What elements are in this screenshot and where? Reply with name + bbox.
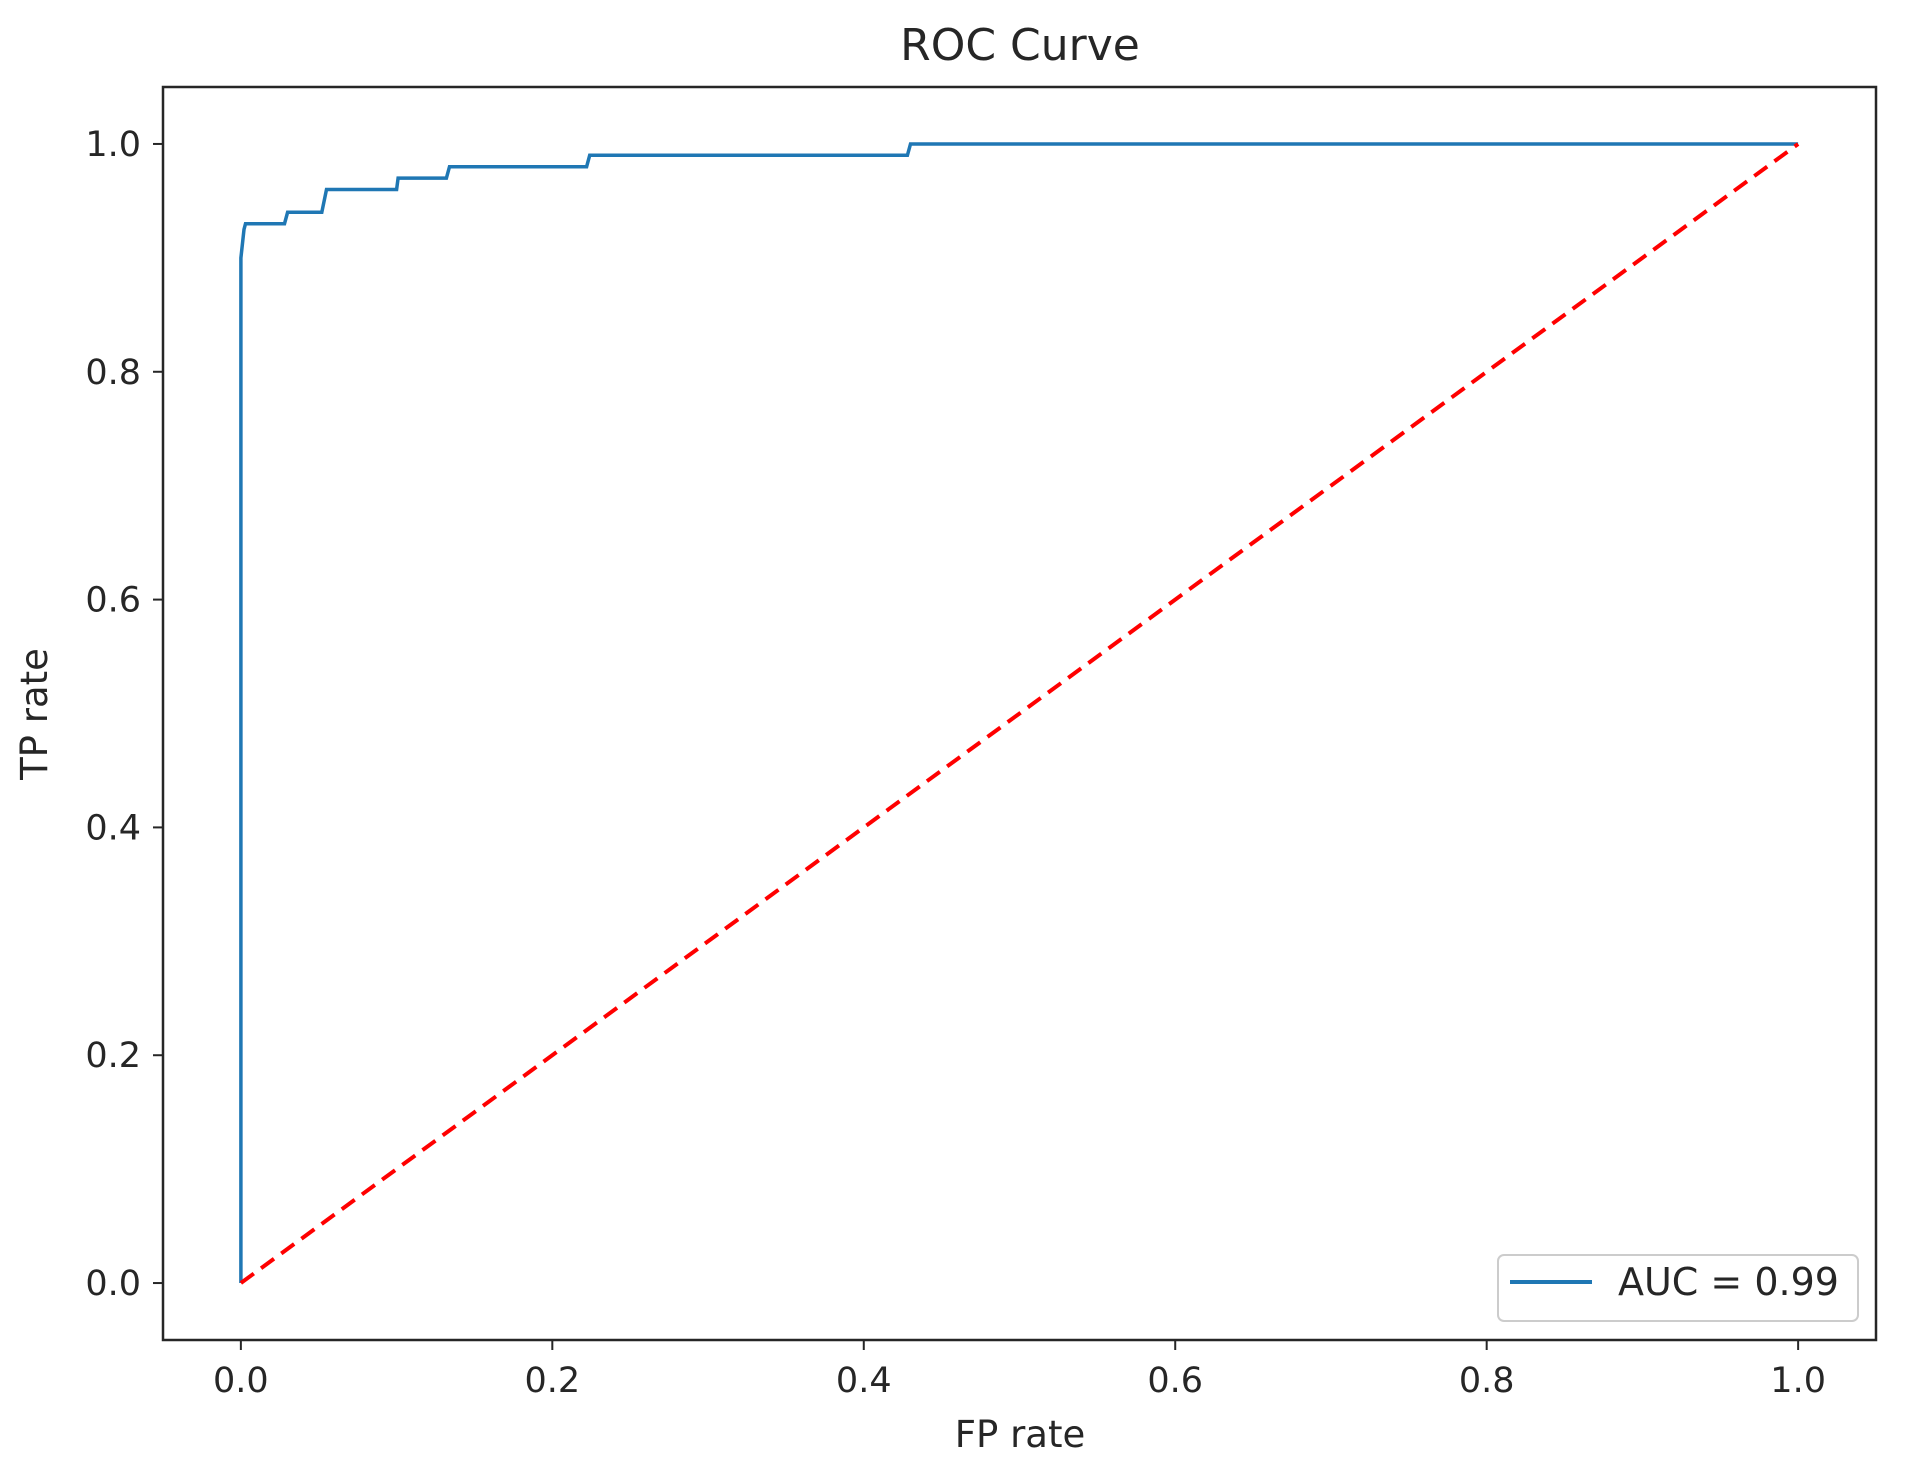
y-tick-label: 0.8 bbox=[85, 353, 141, 393]
legend: AUC = 0.99 bbox=[1497, 1254, 1859, 1322]
y-axis-ticks: 0.0 0.2 0.4 0.6 0.8 1.0 bbox=[85, 125, 163, 1304]
x-axis-ticks: 0.0 0.2 0.4 0.6 0.8 1.0 bbox=[213, 1340, 1826, 1401]
y-axis-label: TP rate bbox=[13, 648, 56, 781]
roc-curve-line bbox=[239, 142, 1799, 1283]
legend-box bbox=[1497, 1254, 1859, 1322]
x-tick-label: 0.4 bbox=[836, 1361, 892, 1401]
x-tick-label: 1.0 bbox=[1770, 1361, 1826, 1401]
series-layer bbox=[239, 142, 1800, 1285]
plot-area-frame bbox=[161, 85, 1878, 1342]
y-tick-label: 1.0 bbox=[85, 125, 141, 165]
random-baseline-line bbox=[239, 142, 1800, 1285]
x-axis-label: FP rate bbox=[955, 1413, 1086, 1456]
chart-title: ROC Curve bbox=[900, 20, 1140, 71]
legend-entry-auc: AUC = 0.99 bbox=[1618, 1260, 1839, 1304]
x-tick-label: 0.8 bbox=[1459, 1361, 1515, 1401]
y-tick-label: 0.0 bbox=[85, 1264, 141, 1304]
x-tick-label: 0.0 bbox=[213, 1361, 269, 1401]
x-tick-label: 0.2 bbox=[524, 1361, 580, 1401]
y-tick-label: 0.6 bbox=[85, 581, 141, 621]
x-tick-label: 0.6 bbox=[1147, 1361, 1203, 1401]
y-tick-label: 0.2 bbox=[85, 1036, 141, 1076]
y-tick-label: 0.4 bbox=[85, 808, 141, 848]
